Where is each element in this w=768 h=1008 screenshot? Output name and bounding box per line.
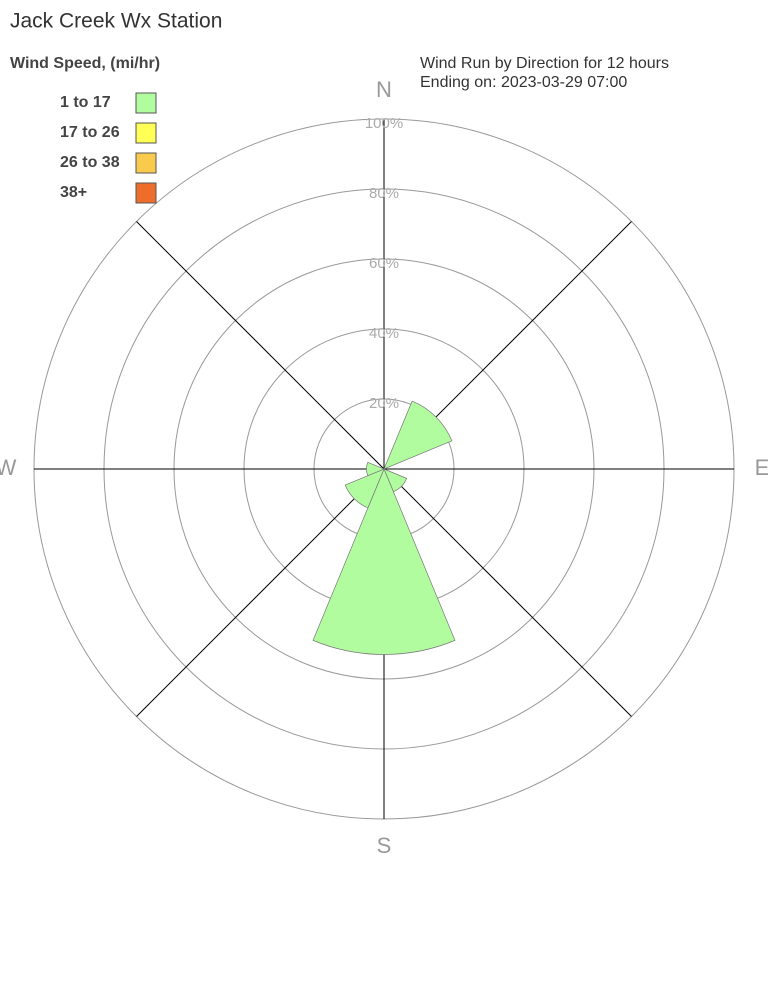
- legend-label: 1 to 17: [60, 94, 111, 111]
- legend-label: 26 to 38: [60, 154, 120, 171]
- wedge: [312, 468, 456, 655]
- legend-label: 38+: [60, 184, 87, 201]
- subtitle: Ending on: 2023-03-29 07:00: [420, 74, 627, 91]
- wedge: [366, 461, 385, 477]
- wedge: [383, 400, 453, 470]
- legend-swatch: [135, 152, 157, 174]
- spoke: [136, 221, 385, 470]
- r-tick-label: 60%: [369, 255, 399, 272]
- r-tick-label: 100%: [365, 115, 403, 132]
- legend-swatch: [135, 92, 157, 114]
- direction-label: E: [755, 455, 768, 480]
- direction-label: W: [0, 455, 17, 480]
- legend-label: 17 to 26: [60, 124, 120, 141]
- subtitle: Wind Run by Direction for 12 hours: [420, 55, 669, 72]
- r-tick-label: 20%: [369, 395, 399, 412]
- legend-swatch: [135, 122, 157, 144]
- direction-label: S: [377, 833, 392, 858]
- spoke: [383, 468, 632, 717]
- spoke: [136, 468, 385, 717]
- r-tick-label: 40%: [369, 325, 399, 342]
- r-tick-label: 80%: [369, 185, 399, 202]
- legend-title: Wind Speed, (mi/hr): [10, 55, 160, 72]
- legend-swatch: [135, 182, 157, 204]
- chart-title: Jack Creek Wx Station: [10, 10, 222, 33]
- direction-label: N: [376, 77, 392, 102]
